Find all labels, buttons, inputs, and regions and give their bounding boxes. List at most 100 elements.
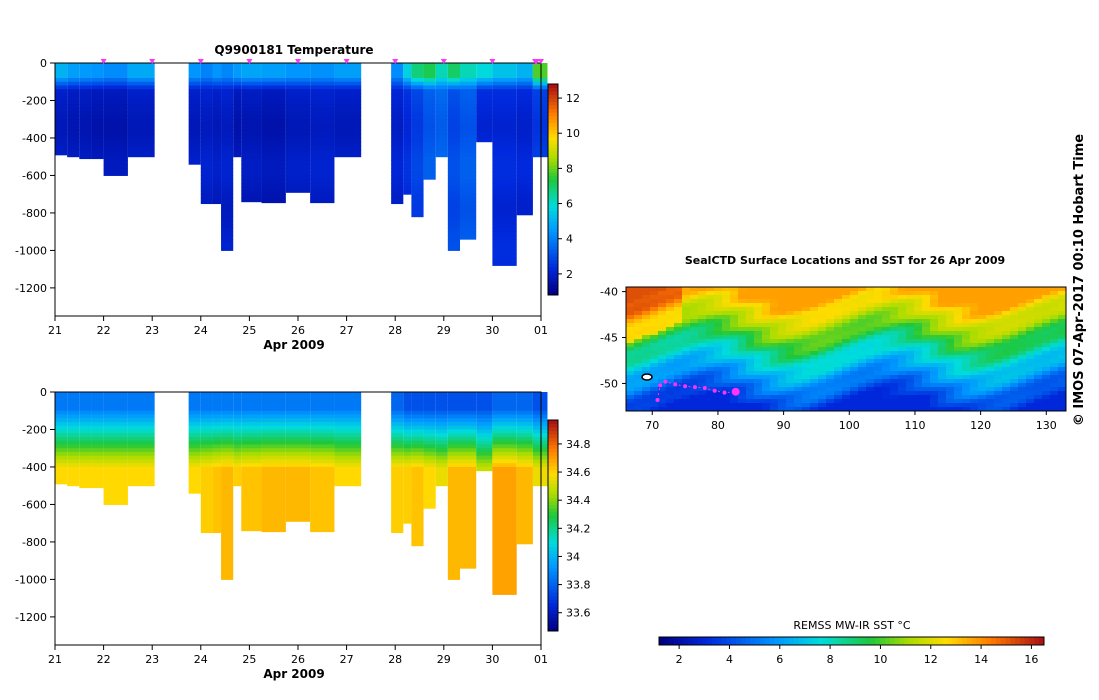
sst-cell <box>930 355 939 360</box>
sst-cell <box>810 355 819 360</box>
daily-marker <box>197 59 204 64</box>
sst-cell <box>882 359 891 364</box>
x-tick-label: 28 <box>388 324 402 337</box>
sst-cell <box>810 339 819 344</box>
sst-cell <box>714 311 723 316</box>
sst-cell <box>1026 343 1035 348</box>
profile-cell <box>241 182 262 188</box>
sst-cell <box>1026 355 1035 360</box>
sst-cell <box>986 323 995 328</box>
sst-cell <box>626 351 635 356</box>
sst-cell <box>834 383 843 388</box>
sst-cell <box>682 307 691 312</box>
profile-cell <box>411 130 424 135</box>
sst-cell <box>818 403 827 408</box>
profile-cell <box>241 485 262 490</box>
colorbar-segment <box>548 115 558 120</box>
profile-cell <box>423 145 436 150</box>
sst-cell <box>978 319 987 324</box>
sst-cell <box>786 391 795 396</box>
profile-cell <box>91 100 104 105</box>
sst-cell <box>906 407 915 412</box>
profile-cell <box>403 463 412 468</box>
profile-cell <box>492 156 517 161</box>
profile-cell <box>285 152 311 158</box>
colorbar-segment <box>548 119 558 124</box>
sst-cell <box>914 331 923 336</box>
sst-cell <box>914 399 923 404</box>
profile-cell <box>127 395 155 400</box>
profile-cell <box>423 160 436 165</box>
sst-cell <box>706 395 715 400</box>
profile-cell <box>241 70 262 75</box>
profile-cell <box>460 395 477 400</box>
sst-cell <box>914 379 923 384</box>
profile-cell <box>460 463 477 468</box>
sst-cell <box>1010 327 1019 332</box>
sst-cell <box>762 311 771 316</box>
colorbar-segment <box>548 609 558 614</box>
sst-cell <box>770 335 779 340</box>
profile-cell <box>460 216 477 221</box>
profile-cell <box>241 137 262 143</box>
sst-colorbar-segment <box>663 637 670 645</box>
profile-cell <box>261 455 286 460</box>
sst-cell <box>962 371 971 376</box>
sst-cell <box>970 323 979 328</box>
sst-cell <box>810 379 819 384</box>
sst-cell <box>1058 299 1067 304</box>
profile-cell <box>212 186 222 191</box>
sst-cell <box>1002 359 1011 364</box>
colorbar-segment <box>548 221 558 226</box>
profile-cell <box>403 489 412 494</box>
profile-column <box>91 392 104 489</box>
sst-cell <box>738 387 747 392</box>
sst-cell <box>802 347 811 352</box>
profile-cell <box>310 77 335 83</box>
sst-cell <box>866 395 875 400</box>
profile-cell <box>492 179 517 184</box>
profile-cell <box>532 66 548 71</box>
profile-cell <box>516 63 533 68</box>
sst-colorbar-segment <box>991 637 997 645</box>
profile-cell <box>127 392 155 397</box>
profile-cell <box>221 104 234 109</box>
sst-colorbar-segment <box>1000 637 1006 645</box>
profile-cell <box>221 85 234 90</box>
profile-cell <box>403 122 412 128</box>
sst-cell <box>858 355 867 360</box>
profile-column <box>55 392 68 485</box>
profile-cell <box>532 474 548 479</box>
profile-cell <box>127 92 155 98</box>
sst-cell <box>994 311 1003 316</box>
sst-cell <box>1058 327 1067 332</box>
profile-cell <box>261 85 286 90</box>
colorbar-segment <box>548 154 558 159</box>
profile-cell <box>492 119 517 124</box>
sst-colorbar-segment <box>1005 637 1011 645</box>
profile-cell <box>200 511 213 517</box>
profile-cell <box>200 96 213 101</box>
profile-cell <box>285 137 311 143</box>
profile-cell <box>391 141 404 146</box>
profile-cell <box>516 508 533 513</box>
sst-cell <box>842 315 851 320</box>
profile-cell <box>233 448 242 453</box>
profile-cell <box>188 160 201 165</box>
sst-cell <box>746 387 755 392</box>
sst-cell <box>834 307 843 312</box>
profile-cell <box>334 478 362 483</box>
sst-cell <box>866 407 875 412</box>
sst-cell <box>1010 299 1019 304</box>
profile-cell <box>391 429 404 434</box>
sst-cell <box>834 299 843 304</box>
sst-cell <box>698 295 707 300</box>
sst-cell <box>914 327 923 332</box>
sst-colorbar-segment <box>788 637 795 645</box>
sst-cell <box>738 303 747 308</box>
profile-cell <box>334 463 362 468</box>
sst-colorbar-segment <box>798 637 804 645</box>
profile-cell <box>532 100 548 105</box>
profile-cell <box>233 126 242 131</box>
profile-cell <box>334 111 362 116</box>
